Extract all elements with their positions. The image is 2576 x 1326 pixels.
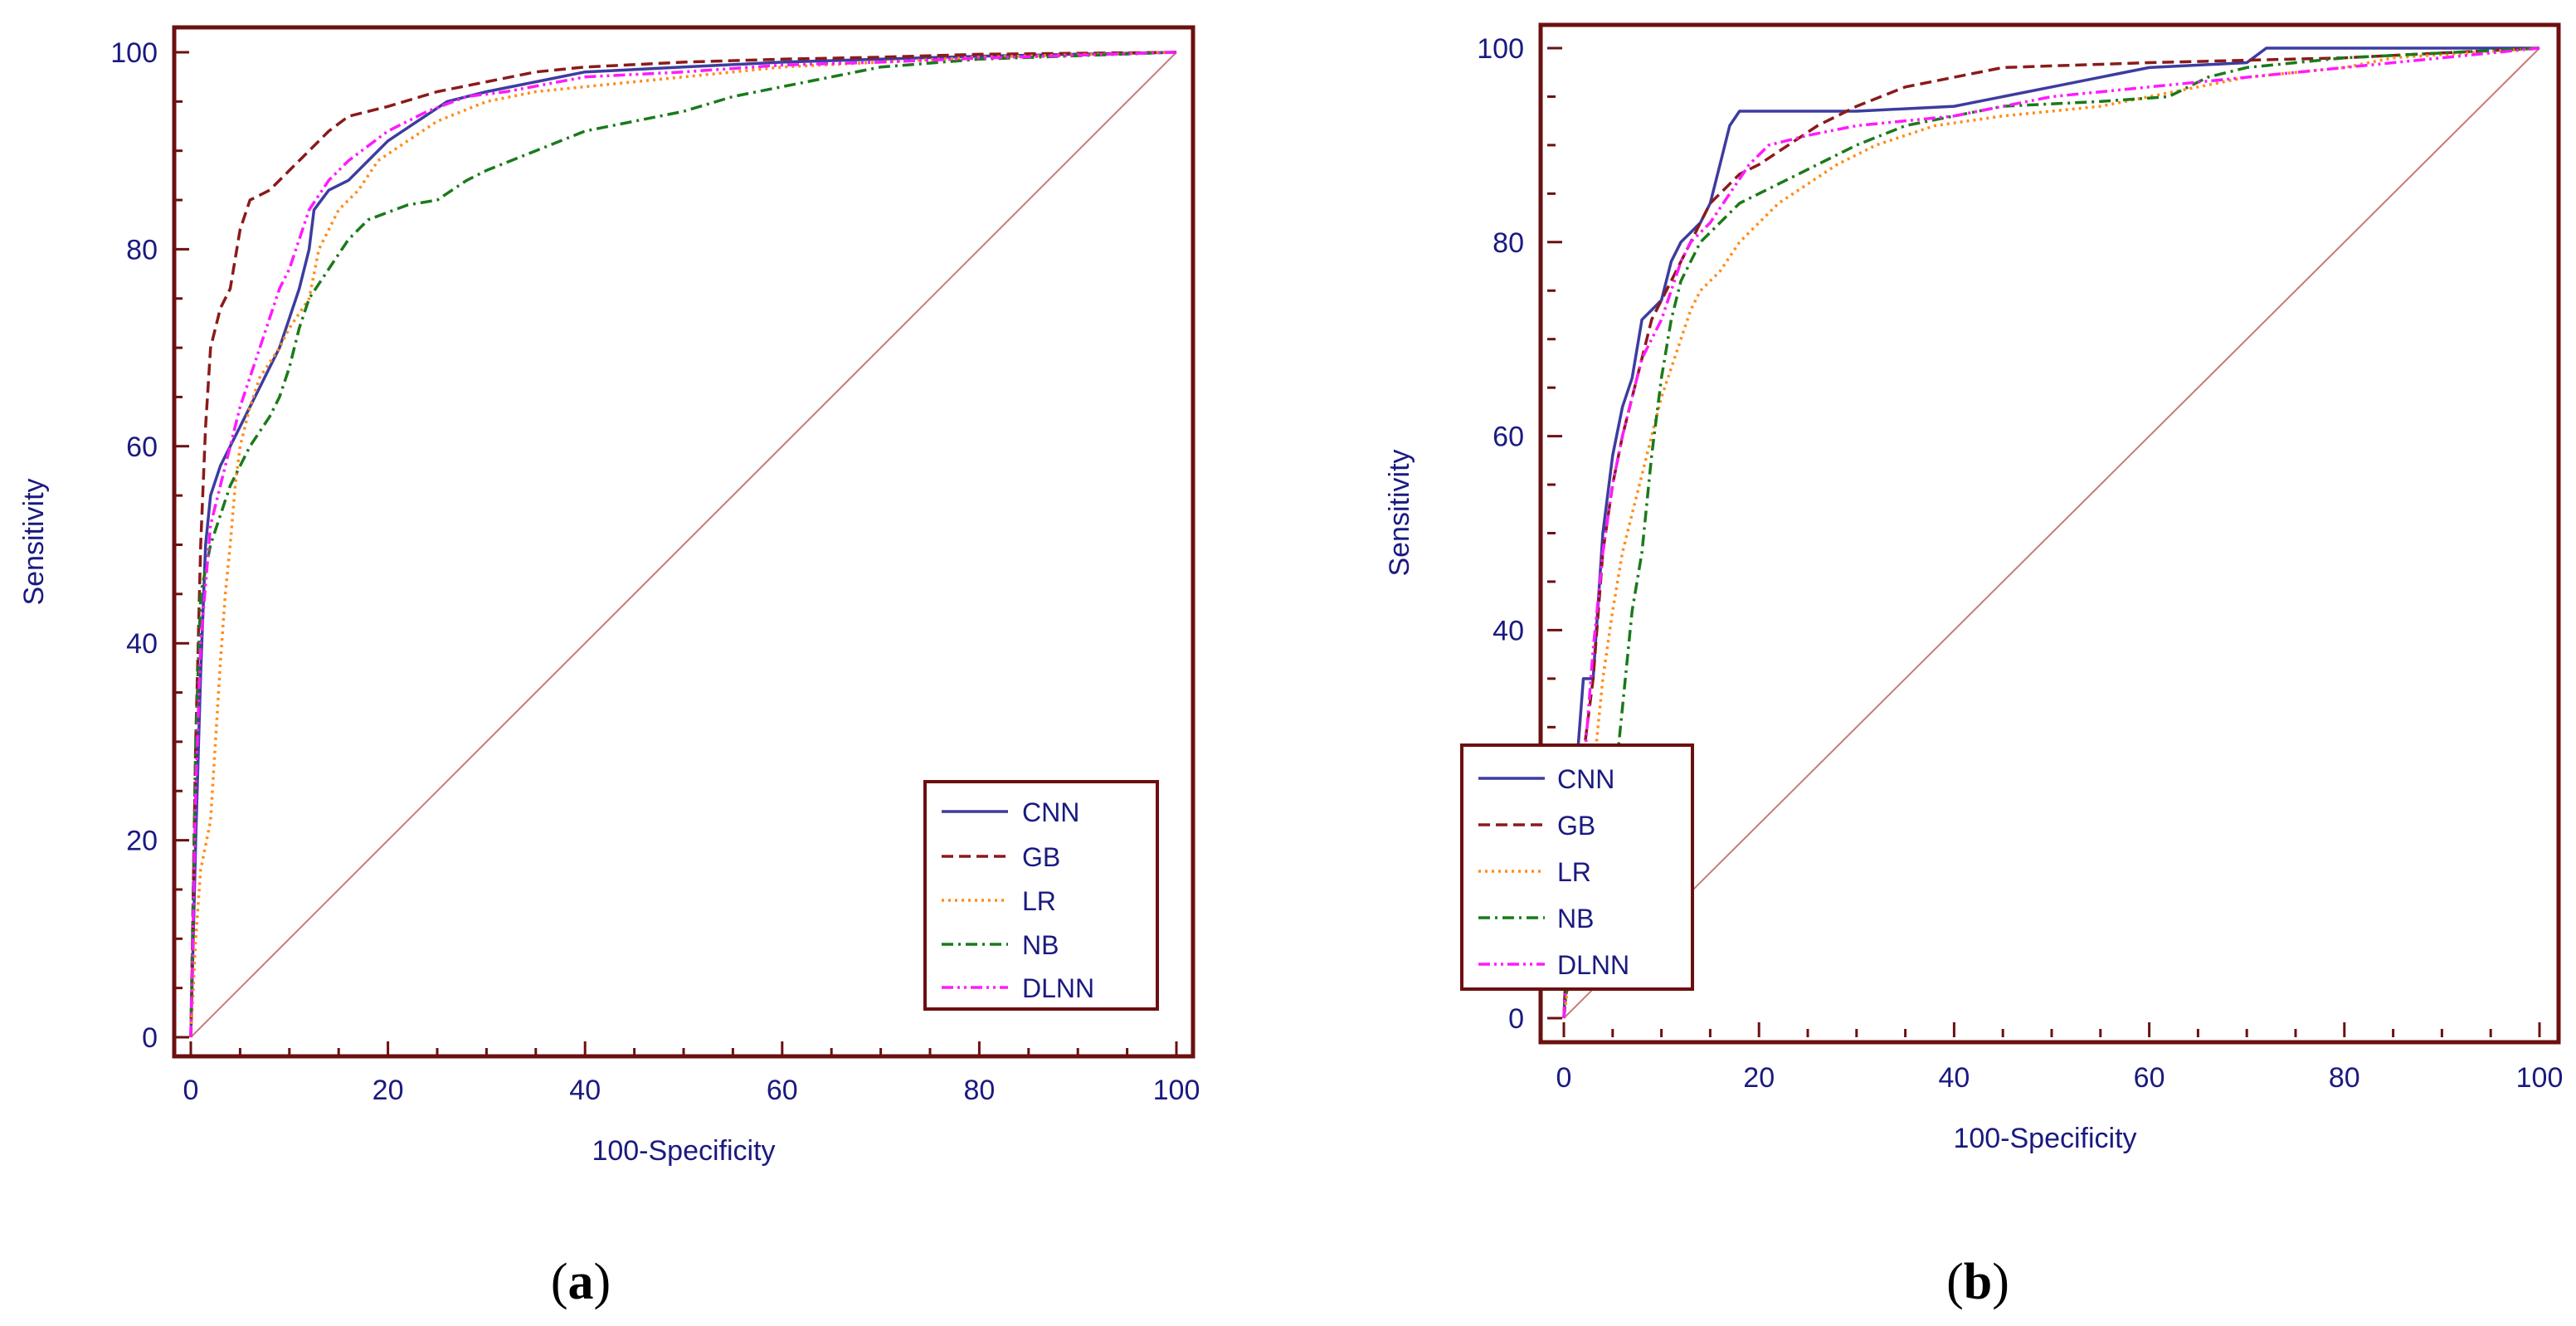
legend-b: CNN GB LR NB DLNN — [1460, 743, 1694, 991]
reference-diagonal — [190, 51, 1177, 1038]
axis-ticks-b — [1547, 46, 2541, 1037]
y-tick-label: 0 — [1508, 1003, 1524, 1035]
panel-label-letter-b: b — [1964, 1254, 1992, 1310]
series-layer-b — [1562, 46, 2540, 1019]
legend-label-gb: GB — [1557, 811, 1595, 841]
x-tick-label: 40 — [1938, 1062, 1970, 1094]
roc-curve-cnn — [189, 51, 1177, 1038]
legend-label-cnn: CNN — [1557, 764, 1614, 794]
panel-label-close-paren: ) — [594, 1254, 611, 1310]
roc-curve-lr — [189, 51, 1177, 1038]
legend-label-nb: NB — [1022, 930, 1059, 960]
legend-label-lr: LR — [1022, 886, 1056, 916]
x-tick-label: 40 — [569, 1075, 601, 1106]
legend-label-cnn: CNN — [1022, 797, 1079, 827]
legend-label-dlnn: DLNN — [1022, 973, 1094, 1003]
x-tick-label: 60 — [2134, 1062, 2165, 1094]
y-tick-label: 0 — [142, 1022, 158, 1054]
legend-label-dlnn: DLNN — [1557, 950, 1629, 980]
panel-label-letter-a: a — [568, 1254, 594, 1310]
x-tick-label: 100 — [1153, 1075, 1200, 1106]
legend-label-lr: LR — [1557, 857, 1591, 887]
svg-text:(b): (b) — [1946, 1254, 2009, 1310]
series-layer-a — [189, 51, 1177, 1038]
axis-ticks-a — [174, 51, 1178, 1056]
x-tick-label: 20 — [373, 1075, 404, 1106]
y-tick-label: 80 — [1493, 227, 1524, 259]
x-tick-labels-a: 0 20 40 60 80 100 — [183, 1075, 1200, 1106]
legend-a: CNN GB LR NB DLNN — [923, 780, 1159, 1011]
panel-label-b: (b) — [1946, 1254, 2009, 1310]
svg-text:(a): (a) — [551, 1254, 611, 1310]
x-tick-label: 80 — [963, 1075, 995, 1106]
y-axis-title-b: Sensitivity — [1384, 449, 1415, 576]
panel-label-a: (a) — [551, 1254, 611, 1310]
roc-curve-lr — [1562, 46, 2540, 1019]
legend-box-a — [923, 780, 1159, 1011]
y-tick-label: 100 — [1477, 33, 1524, 65]
x-tick-labels-b: 0 20 40 60 80 100 — [1556, 1062, 2564, 1094]
x-axis-title-a: 100-Specificity — [592, 1135, 775, 1167]
panel-label-close-paren: ) — [1992, 1254, 2009, 1310]
panel-label-open-paren: ( — [1946, 1254, 1964, 1310]
y-axis-title-a: Sensitivity — [18, 478, 50, 605]
roc-panel-a: 0 20 40 60 80 100 0 20 40 60 80 100 100-… — [18, 25, 1200, 1310]
legend-label-gb: GB — [1022, 842, 1060, 872]
roc-curve-gb — [189, 51, 1177, 1038]
x-tick-label: 0 — [183, 1075, 199, 1106]
y-tick-label: 60 — [126, 431, 158, 463]
plot-frame-b — [1538, 22, 2561, 1045]
y-tick-label: 60 — [1493, 422, 1524, 453]
roc-panel-b: 0 20 40 60 80 100 0 20 40 60 80 100 100-… — [1384, 22, 2564, 1310]
y-tick-label: 80 — [126, 234, 158, 266]
roc-curve-gb — [1562, 46, 2540, 1019]
roc-curve-nb — [189, 51, 1177, 1038]
legend-box-b — [1460, 743, 1694, 991]
x-tick-label: 100 — [2516, 1062, 2564, 1094]
x-tick-label: 60 — [767, 1075, 798, 1106]
panel-label-open-paren: ( — [551, 1254, 568, 1310]
roc-curve-dlnn — [189, 51, 1177, 1038]
reference-diagonal — [1563, 47, 2540, 1019]
y-tick-labels-a: 0 20 40 60 80 100 — [110, 37, 158, 1054]
x-tick-label: 0 — [1556, 1062, 1572, 1094]
x-tick-label: 20 — [1743, 1062, 1775, 1094]
x-axis-title-b: 100-Specificity — [1953, 1123, 2136, 1154]
legend-label-nb: NB — [1557, 904, 1594, 934]
y-tick-label: 100 — [110, 37, 158, 69]
y-tick-label: 40 — [1493, 615, 1524, 646]
y-tick-label: 40 — [126, 628, 158, 660]
x-tick-label: 80 — [2329, 1062, 2360, 1094]
y-tick-label: 20 — [126, 826, 158, 857]
